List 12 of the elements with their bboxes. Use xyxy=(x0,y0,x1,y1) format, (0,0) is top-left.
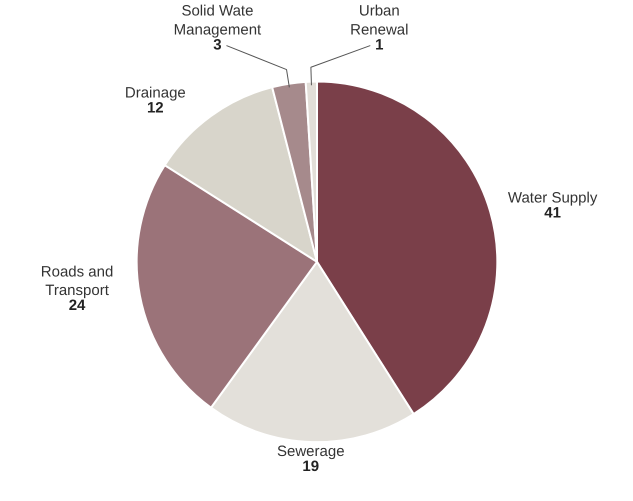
data-label: 41 xyxy=(544,204,561,222)
data-label: 3 xyxy=(213,36,222,54)
data-label: 12 xyxy=(146,99,164,116)
data-label: 1 xyxy=(375,36,384,54)
slice-label: Urban Renewal xyxy=(350,2,408,38)
slice-label: Drainage xyxy=(124,84,186,102)
data-label: 19 xyxy=(302,458,320,475)
slice-label: Solid Wate Management xyxy=(174,2,262,38)
slice-label: Water Supply xyxy=(508,190,598,207)
slice-label: Sewerage xyxy=(276,442,345,460)
data-label: 24 xyxy=(68,296,86,314)
slice-label: Roads and Transport xyxy=(40,263,114,299)
